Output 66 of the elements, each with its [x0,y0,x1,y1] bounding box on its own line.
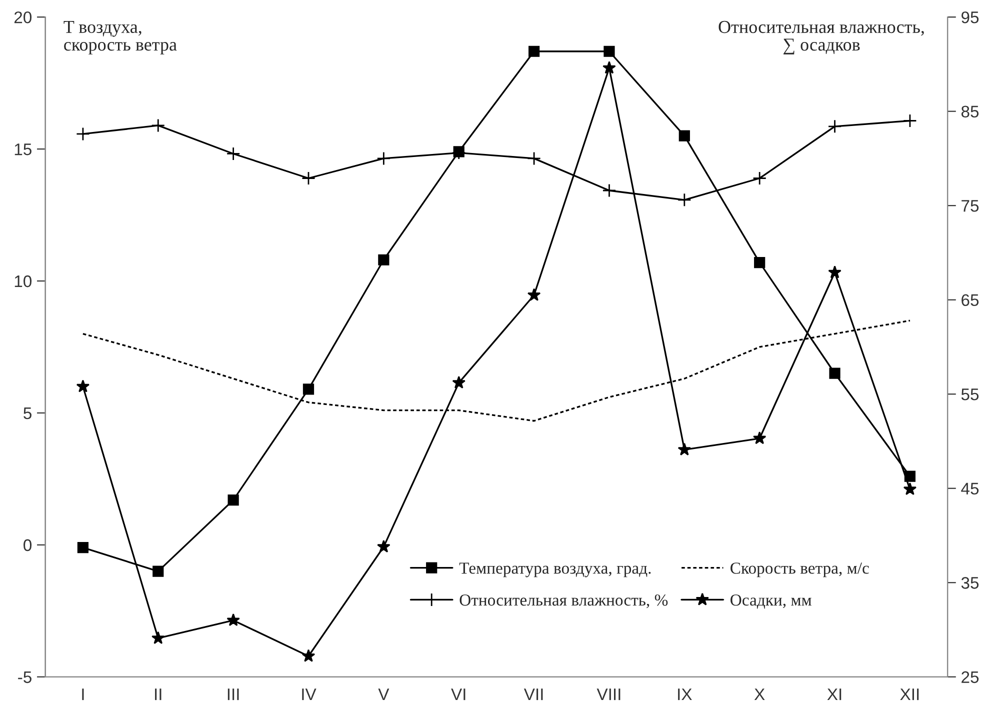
point [77,542,89,554]
point [452,376,466,389]
point [527,152,541,166]
y2-axis-title: Относительная влажность, ∑ осадков [718,20,924,54]
legend-label: Температура воздуха, град. [459,562,651,578]
x-tick-label: II [155,688,162,700]
point [228,494,239,506]
legend-label: Осадки, мм [730,594,812,609]
y2-tick-label: 45 [961,482,979,495]
point [678,130,690,142]
x-tick-label: VI [451,688,466,700]
x-tick-label: X [754,688,765,700]
y2-tick-label: 25 [962,671,979,684]
x-tick-label: III [228,688,239,700]
x-tick-label: V [378,688,390,700]
x-tick-label: XII [900,688,919,700]
point [903,482,917,496]
point [377,540,390,553]
y2-tick-label: 35 [961,577,979,589]
y-tick-label: -5 [18,671,32,684]
point [226,146,240,161]
legend-label: Относительная влажность, % [460,594,668,608]
y-tick-label: 15 [14,144,32,156]
point [226,613,240,626]
x-tick-label: XI [827,688,842,700]
point [602,61,616,74]
x-tick-label: IV [302,688,316,700]
point [828,266,842,278]
point [604,46,615,57]
point [76,380,90,392]
point [302,384,314,395]
y2-tick-label: 55 [961,388,979,400]
y-tick-label: 5 [24,408,32,420]
point [752,431,766,444]
x-tick-label: VII [524,688,543,700]
point [528,46,540,57]
point [76,127,90,141]
point [754,256,766,268]
y2-tick-label: 95 [962,11,979,24]
point [302,171,316,186]
legend-label: Скорость ветра, м/с [730,562,869,578]
point [527,288,541,301]
point [602,184,616,198]
point [376,152,391,166]
point [151,631,165,644]
y-axis-title: T воздуха, скорость ветра [64,21,177,54]
point [151,118,166,132]
point [904,470,916,482]
point [752,171,767,186]
y2-tick-label: 65 [962,294,979,306]
x-tick-label: I [82,688,84,700]
y2-tick-label: 85 [961,106,979,118]
y-tick-label: 20 [14,11,32,24]
point [677,192,692,207]
y2-tick-label: 75 [962,200,979,212]
y-tick-label: 0 [24,539,32,552]
point [152,566,164,577]
point [828,119,842,134]
x-tick-label: IX [678,688,692,700]
x-tick-label: VIII [596,688,620,700]
point [302,649,316,662]
y-tick-label: 10 [14,275,32,288]
point [829,368,840,379]
point [678,442,692,456]
point [903,114,917,128]
point [378,254,390,266]
